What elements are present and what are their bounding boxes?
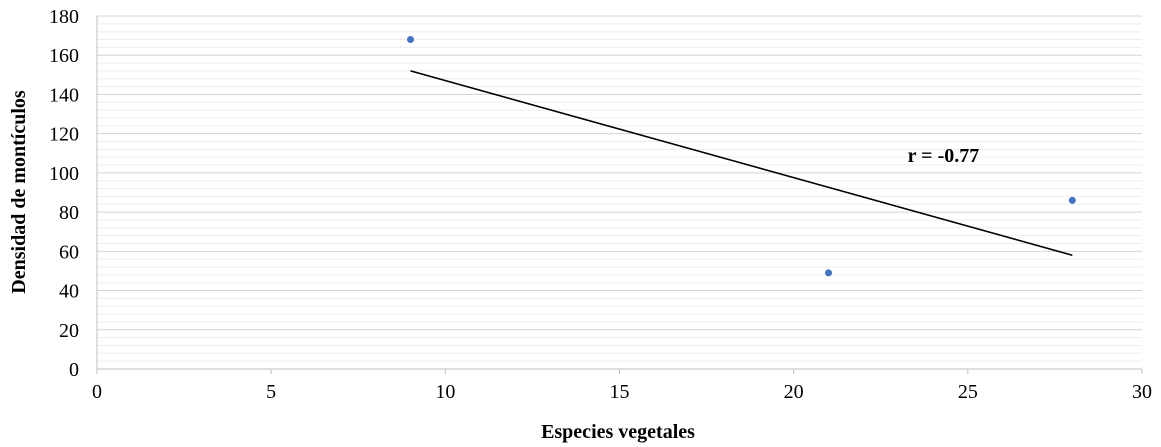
- x-tick-label: 0: [92, 381, 102, 403]
- y-tick-label: 100: [49, 163, 79, 185]
- trend-layer: [410, 70, 1073, 257]
- y-tick-label: 20: [59, 320, 79, 342]
- x-tick-label: 10: [435, 381, 455, 403]
- correlation-annotation: r = -0.77: [908, 145, 980, 167]
- trendline: [410, 70, 1073, 257]
- y-tick-label: 60: [59, 241, 79, 263]
- data-point: [1068, 196, 1076, 204]
- y-tick-label: 80: [59, 202, 79, 224]
- grid-layer: [97, 15, 1142, 362]
- x-tick-label: 25: [958, 381, 978, 403]
- y-tick-label: 0: [69, 359, 79, 381]
- y-tick-label: 140: [49, 84, 79, 106]
- x-tick-label: 5: [266, 381, 276, 403]
- label-layer: 0 5 10 15 20 25 30 0 20 40 60 80 100 120 140 160 180 r = …: [49, 6, 1152, 403]
- points-layer: [407, 36, 1076, 277]
- data-point: [825, 269, 832, 277]
- y-tick-label: 160: [49, 45, 79, 67]
- x-tick-label: 30: [1132, 381, 1152, 403]
- y-tick-label: 180: [49, 6, 79, 28]
- y-tick-label: 40: [59, 281, 79, 303]
- x-axis-title: Especies vegetales: [541, 421, 695, 443]
- x-tick-label: 15: [610, 381, 630, 403]
- y-tick-label: 120: [49, 124, 79, 146]
- data-point: [407, 36, 414, 44]
- axis-layer: [96, 16, 1143, 374]
- y-axis-title: Densidad de montículos: [8, 90, 30, 294]
- x-tick-label: 20: [784, 381, 804, 403]
